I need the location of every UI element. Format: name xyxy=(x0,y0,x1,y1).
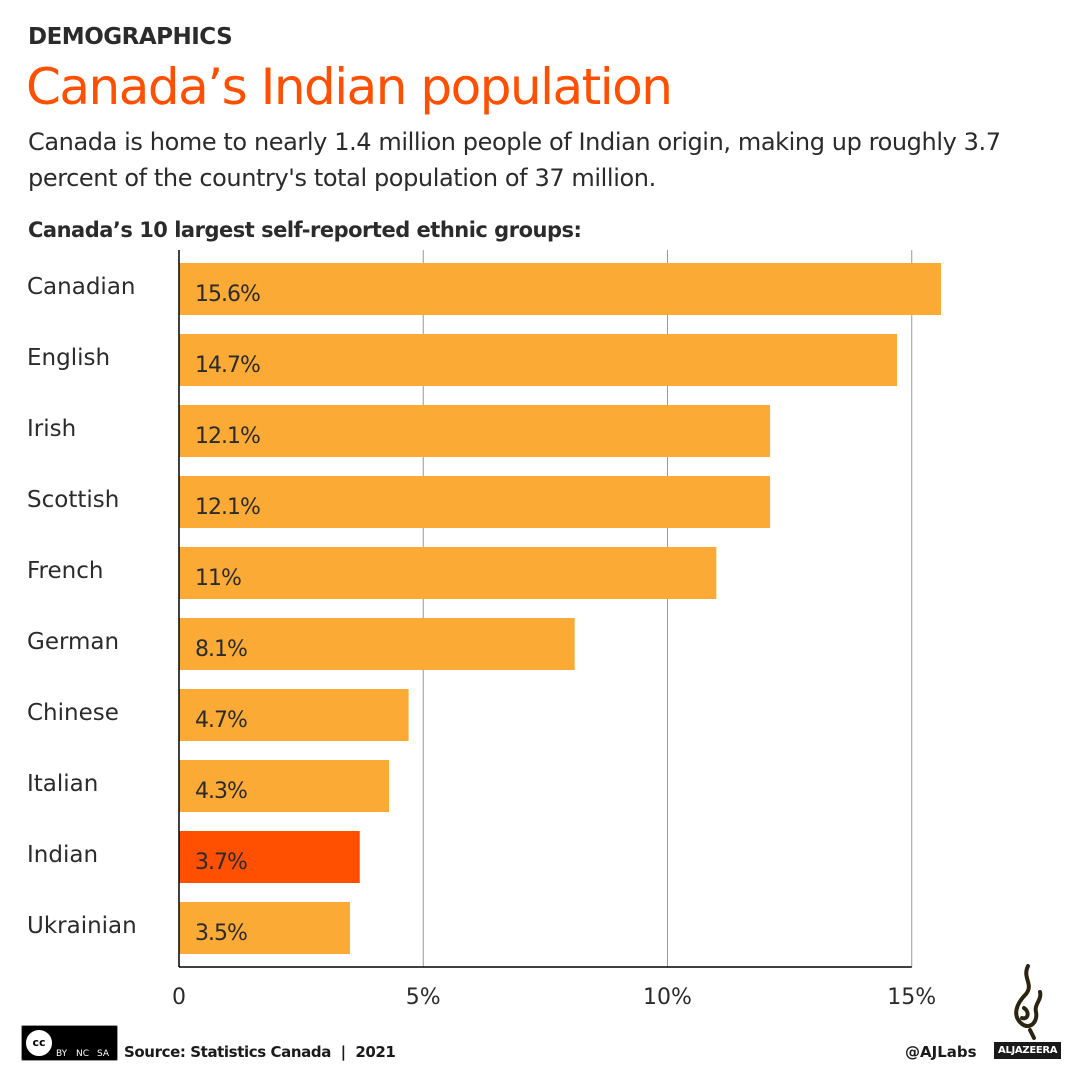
category-label: Italian xyxy=(27,771,98,797)
cc-license-badge: cc BY NC SA xyxy=(21,1025,118,1061)
data-label: 3.5% xyxy=(195,921,247,946)
data-label: 15.6% xyxy=(195,282,260,307)
page-title: Canada’s Indian population xyxy=(26,58,673,116)
by-label: BY xyxy=(56,1049,68,1059)
category-label: German xyxy=(27,629,119,655)
source-note: Source: Statistics Canada | 2021 xyxy=(124,1043,396,1061)
data-label: 12.1% xyxy=(195,495,260,520)
data-label: 14.7% xyxy=(195,353,260,378)
cc-icon: cc xyxy=(26,1030,52,1056)
bar-indian xyxy=(179,831,360,883)
sa-label: SA xyxy=(97,1049,110,1059)
bar-chinese xyxy=(179,689,409,741)
data-label: 4.3% xyxy=(195,779,247,804)
data-label: 11% xyxy=(195,566,241,591)
category-label: English xyxy=(27,345,110,371)
x-tick-label: 15% xyxy=(887,985,936,1010)
bar-german xyxy=(179,618,575,670)
category-label: French xyxy=(27,558,103,584)
data-label: 12.1% xyxy=(195,424,260,449)
twitter-handle: @AJLabs xyxy=(905,1043,977,1061)
data-label: 3.7% xyxy=(195,850,247,875)
category-label: Chinese xyxy=(27,700,119,726)
bar-scottish xyxy=(179,476,771,528)
bar-irish xyxy=(179,405,771,457)
brand-wordmark: ALJAZEERA xyxy=(994,1042,1062,1059)
data-label: 8.1% xyxy=(195,637,247,662)
kicker: DEMOGRAPHICS xyxy=(28,24,233,50)
category-label: Canadian xyxy=(27,274,136,300)
bar-french xyxy=(179,547,717,599)
category-label: Irish xyxy=(27,416,76,442)
subtitle: Canada is home to nearly 1.4 million peo… xyxy=(28,128,1001,192)
x-tick-label: 0 xyxy=(172,985,186,1010)
x-tick-label: 5% xyxy=(406,985,441,1010)
data-label: 4.7% xyxy=(195,708,247,733)
bar-ukrainian xyxy=(179,902,350,954)
chart-title: Canada’s 10 largest self-reported ethnic… xyxy=(28,218,582,242)
x-tick-label: 10% xyxy=(643,985,692,1010)
nc-label: NC xyxy=(76,1049,90,1059)
aljazeera-logo-icon xyxy=(1014,964,1043,1040)
bar-english xyxy=(179,334,898,386)
bar-italian xyxy=(179,760,390,812)
category-label: Indian xyxy=(27,842,98,868)
category-label: Ukrainian xyxy=(27,913,137,939)
category-label: Scottish xyxy=(27,487,119,513)
bar-canadian xyxy=(179,263,942,315)
